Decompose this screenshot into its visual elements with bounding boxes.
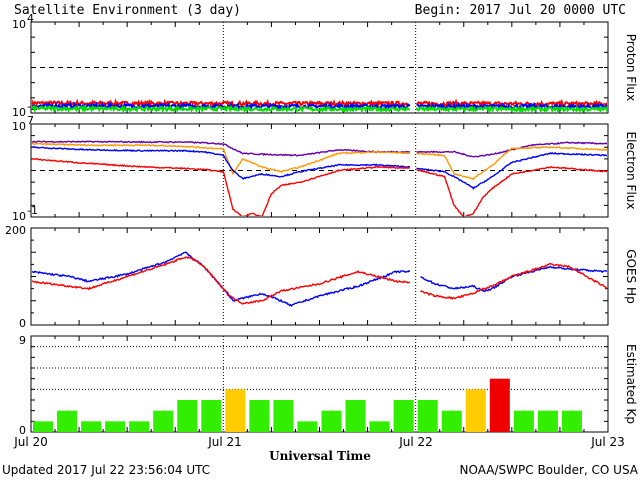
kp-y-label: Estimated Kp: [624, 344, 638, 424]
electron-y-tick-bottom: 10: [12, 210, 26, 223]
kp-bar: [465, 389, 486, 432]
electron-series-2: [32, 146, 607, 191]
kp-bar: [297, 421, 318, 432]
kp-bar: [105, 421, 126, 432]
hp-series-group: [32, 251, 607, 307]
kp-y-tick-bottom: 0: [19, 424, 26, 437]
proton-series-2: [32, 103, 607, 112]
updated-timestamp: Updated 2017 Jul 22 23:56:04 UTC: [2, 463, 210, 477]
kp-bar: [489, 378, 510, 432]
electron-series-3: [32, 158, 607, 216]
kp-bar: [417, 400, 438, 432]
kp-bar: [225, 389, 246, 432]
kp-bar: [369, 421, 390, 432]
electron-series-1: [32, 142, 607, 181]
x-tick-jul21: Jul 21: [207, 435, 242, 449]
kp-bar: [153, 410, 174, 432]
kp-bar: [513, 410, 534, 432]
proton-series-group: [32, 98, 607, 112]
hp-series-1: [32, 256, 607, 305]
x-axis-title: Universal Time: [269, 449, 371, 463]
kp-bar: [273, 400, 294, 432]
kp-bar: [561, 410, 582, 432]
proton-y-tick-top-exp: 4: [27, 12, 34, 25]
kp-y-tick-top: 9: [19, 334, 26, 347]
credit-text: NOAA/SWPC Boulder, CO USA: [460, 463, 639, 477]
kp-bar: [57, 410, 78, 432]
x-tick-jul23: Jul 23: [590, 435, 625, 449]
x-tick-jul22: Jul 22: [398, 435, 433, 449]
kp-bar: [537, 410, 558, 432]
hp-y-tick-bottom: 0: [19, 317, 26, 330]
hp-y-label: GOES Hp: [624, 249, 638, 303]
kp-bar: [33, 421, 54, 432]
kp-bar: [393, 400, 414, 432]
hp-y-tick-top: 200: [5, 224, 26, 237]
kp-bar: [441, 410, 462, 432]
electron-series-0: [32, 140, 607, 158]
electron-y-tick-top: 10: [12, 120, 26, 133]
chart-title: Satellite Environment (3 day): [14, 3, 241, 18]
kp-bar: [129, 421, 150, 432]
kp-bar: [321, 410, 342, 432]
kp-bar: [345, 400, 366, 432]
electron-series-group: [32, 140, 607, 216]
begin-time: Begin: 2017 Jul 20 0000 UTC: [415, 3, 626, 18]
kp-bar: [81, 421, 102, 432]
proton-series-1: [32, 101, 607, 112]
kp-bar: [201, 400, 222, 432]
x-tick-jul20: Jul 20: [13, 435, 48, 449]
electron-y-label: Electron Flux: [624, 132, 638, 210]
electron-y-tick-top-exp: 7: [27, 114, 34, 127]
kp-bar: [177, 400, 198, 432]
proton-series-0: [32, 98, 607, 109]
kp-bar: [249, 400, 270, 432]
proton-y-tick-bottom: 10: [12, 106, 26, 119]
electron-y-tick-bottom-exp: -1: [27, 204, 38, 217]
proton-y-label: Proton Flux: [624, 34, 638, 101]
proton-y-tick-top: 10: [12, 18, 26, 31]
